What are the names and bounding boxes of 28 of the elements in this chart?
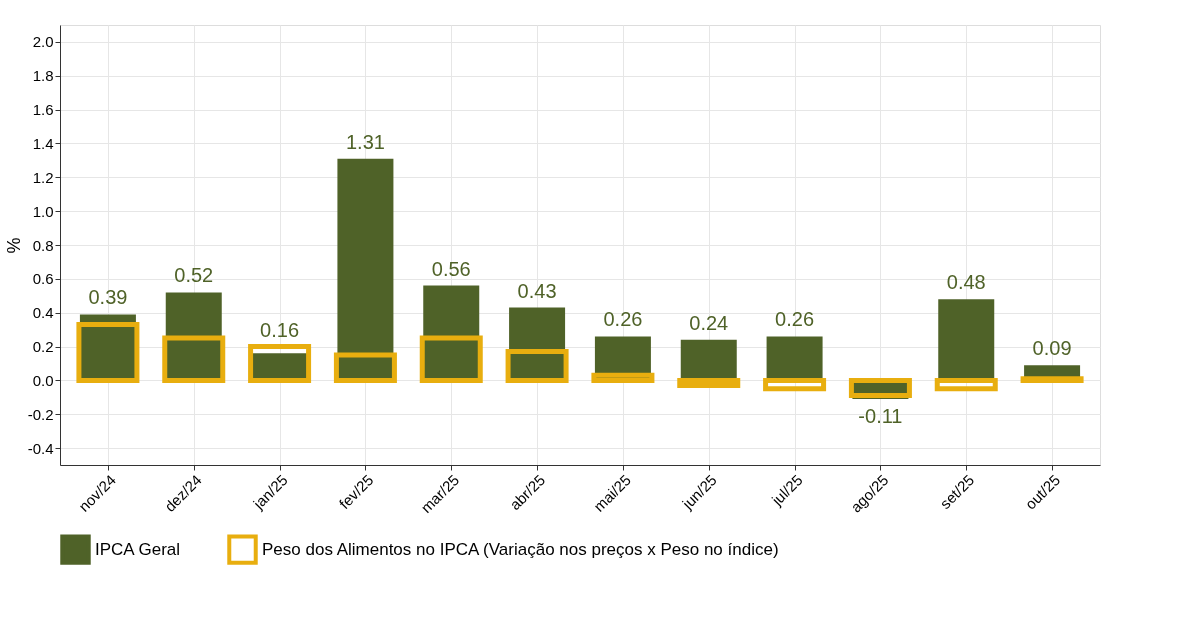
data-label: 1.31	[345, 130, 385, 153]
data-label: 0.16	[260, 318, 300, 341]
y-tick-label: 1.4	[32, 134, 54, 152]
legend-label: IPCA Geral	[95, 539, 181, 559]
y-tick-label: 0.8	[32, 236, 54, 254]
y-tick-label: 1.2	[32, 168, 54, 186]
data-label: 0.56	[431, 257, 471, 280]
data-label: -0.11	[858, 405, 903, 427]
data-label: 0.39	[88, 286, 128, 309]
y-tick-label: -0.4	[27, 439, 54, 457]
data-label: 0.09	[1032, 337, 1072, 360]
data-label: 0.26	[775, 308, 815, 331]
data-label: 0.52	[174, 264, 214, 287]
y-tick-label: 0.6	[32, 270, 54, 288]
y-tick-label: 0.4	[32, 304, 54, 322]
y-tick-label: 1.6	[32, 101, 54, 119]
data-label: 0.24	[689, 311, 729, 334]
legend-label: Peso dos Alimentos no IPCA (Variação nos preços x Peso no índice)	[262, 539, 779, 559]
y-tick-label: 0.2	[32, 338, 54, 356]
y-tick-label: 1.0	[32, 202, 54, 220]
data-label: 0.26	[603, 308, 643, 331]
y-tick-label: 0.0	[32, 371, 54, 389]
y-axis-title: %	[3, 237, 24, 254]
data-label: 0.43	[517, 279, 557, 302]
data-label: 0.48	[946, 271, 986, 294]
y-tick-label: 2.0	[32, 33, 54, 51]
y-tick-label: 1.8	[32, 67, 54, 85]
y-tick-label: -0.2	[27, 405, 54, 423]
